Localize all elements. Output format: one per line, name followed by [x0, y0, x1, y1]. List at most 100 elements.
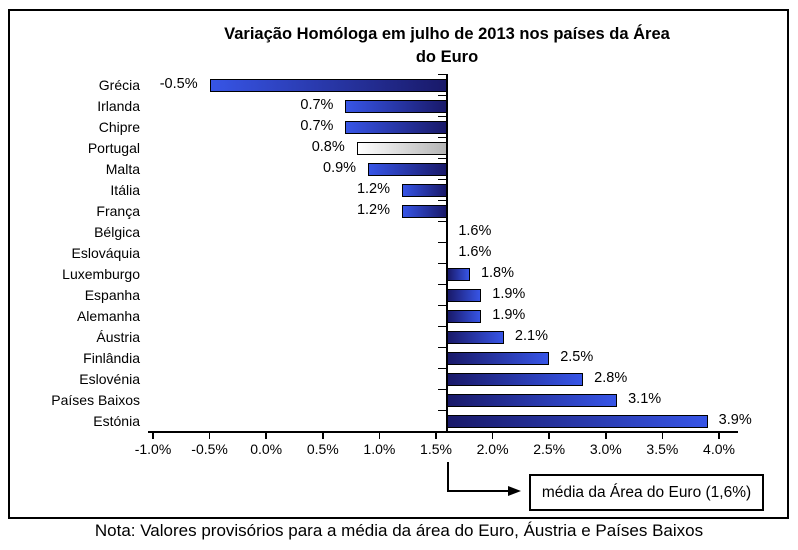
euro-average-annotation-label: média da Área do Euro (1,6%): [541, 483, 752, 501]
category-label: Portugal: [87, 139, 140, 156]
value-label: 3.1%: [628, 391, 662, 407]
bar-itália: [402, 184, 448, 197]
x-axis-tick-label: 3.5%: [646, 441, 679, 457]
category-label: Itália: [110, 181, 140, 198]
bar-eslovénia: [447, 373, 584, 386]
category-label: Chipre: [98, 118, 140, 135]
category-label: Finlândia: [83, 349, 140, 366]
value-label: -0.5%: [159, 76, 198, 92]
bar-grécia: [209, 79, 448, 92]
value-label: 1.2%: [356, 181, 391, 197]
bar-estónia: [447, 415, 708, 428]
bar-países-baixos: [447, 394, 618, 407]
category-label: Bélgica: [94, 223, 140, 240]
category-axis-tick: [437, 178, 446, 181]
category-label: Eslováquia: [71, 244, 141, 261]
x-axis-tick-label: 0.5%: [306, 441, 339, 457]
category-label: Alemanha: [76, 307, 140, 324]
x-axis-tick: [378, 433, 381, 439]
chart-title-line-2: do Euro: [415, 48, 479, 66]
category-axis-tick: [437, 115, 446, 118]
annotation-arrow-horizontal-line: [447, 490, 510, 492]
x-axis-tick: [661, 433, 664, 439]
x-axis-tick-label: -0.5%: [191, 441, 228, 457]
value-label: 1.6%: [458, 223, 492, 239]
category-label: Luxemburgo: [62, 265, 140, 282]
value-label: 1.9%: [492, 286, 526, 302]
category-axis-tick: [437, 262, 446, 265]
x-axis-tick: [322, 433, 324, 439]
category-label: Malta: [105, 160, 140, 177]
bar-chipre: [345, 121, 448, 134]
category-label: França: [96, 202, 140, 219]
category-label: Grécia: [98, 76, 140, 93]
x-axis-tick: [435, 433, 437, 439]
value-label: 2.1%: [514, 328, 548, 344]
value-label: 1.2%: [356, 202, 391, 218]
category-label: Áustria: [96, 328, 140, 345]
chart-title: Variação Homóloga em julho de 2013 nos p…: [97, 23, 797, 69]
value-label: 1.6%: [458, 244, 492, 260]
category-axis-tick: [437, 241, 446, 244]
bar-alemanha: [447, 310, 482, 323]
x-axis-tick-label: 2.0%: [476, 441, 509, 457]
x-axis-tick: [265, 433, 267, 439]
x-axis-tick-label: -1.0%: [134, 441, 172, 457]
category-axis-tick: [437, 325, 446, 328]
bar-malta: [368, 163, 448, 176]
category-axis-tick: [437, 199, 446, 202]
value-label: 0.8%: [311, 139, 345, 155]
x-axis-tick: [548, 433, 550, 439]
x-axis-tick-label: 3.0%: [589, 441, 622, 457]
bar-frança: [402, 205, 448, 218]
x-axis: [148, 431, 738, 433]
bar-finlândia: [447, 352, 550, 365]
value-label: 2.8%: [594, 370, 628, 386]
value-label: 3.9%: [718, 412, 752, 428]
x-axis-tick-label: 4.0%: [703, 441, 735, 457]
value-label: 1.8%: [480, 265, 515, 281]
bar-luxemburgo: [447, 268, 470, 281]
category-label: Eslovénia: [79, 370, 140, 387]
value-label: 0.7%: [300, 118, 334, 134]
category-axis-tick: [437, 367, 446, 370]
euro-average-annotation-box: média da Área do Euro (1,6%): [529, 474, 764, 511]
x-axis-tick: [605, 433, 607, 439]
bar-espanha: [447, 289, 482, 302]
category-axis-tick: [437, 388, 446, 391]
category-axis-tick: [437, 283, 446, 286]
x-axis-tick: [491, 433, 494, 439]
category-axis-tick: [437, 304, 446, 307]
value-label: 1.9%: [492, 307, 526, 323]
category-label: Espanha: [84, 286, 140, 303]
bar-irlanda: [345, 100, 448, 113]
x-axis-tick-label: 0.0%: [250, 441, 283, 457]
x-axis-tick: [208, 433, 211, 439]
footnote: Nota: Valores provisórios para a média d…: [94, 521, 704, 540]
category-label: Países Baixos: [51, 391, 140, 408]
value-label: 2.5%: [560, 349, 594, 365]
category-axis-tick: [437, 136, 446, 139]
category-axis-tick: [437, 220, 446, 223]
category-label: Estónia: [93, 412, 140, 429]
x-axis-tick-label: 2.5%: [533, 441, 566, 457]
category-axis-tick: [437, 409, 446, 412]
category-axis-tick: [437, 94, 446, 97]
category-axis-tick: [437, 157, 446, 160]
baseline-axis: [446, 74, 449, 433]
category-axis-tick: [437, 346, 446, 349]
value-label: 0.7%: [300, 97, 334, 113]
x-axis-tick: [718, 433, 720, 439]
x-axis-tick: [152, 433, 154, 439]
bar-áustria: [447, 331, 504, 344]
chart-frame: [8, 9, 789, 519]
category-label: Irlanda: [97, 97, 140, 114]
chart-title-line-1: Variação Homóloga em julho de 2013 nos p…: [224, 25, 670, 43]
value-label: 0.9%: [323, 160, 357, 176]
bar-portugal: [356, 142, 448, 155]
annotation-arrowhead-icon: [508, 485, 521, 496]
annotation-arrow-vertical-line: [447, 462, 449, 492]
category-axis-tick: [437, 73, 446, 76]
